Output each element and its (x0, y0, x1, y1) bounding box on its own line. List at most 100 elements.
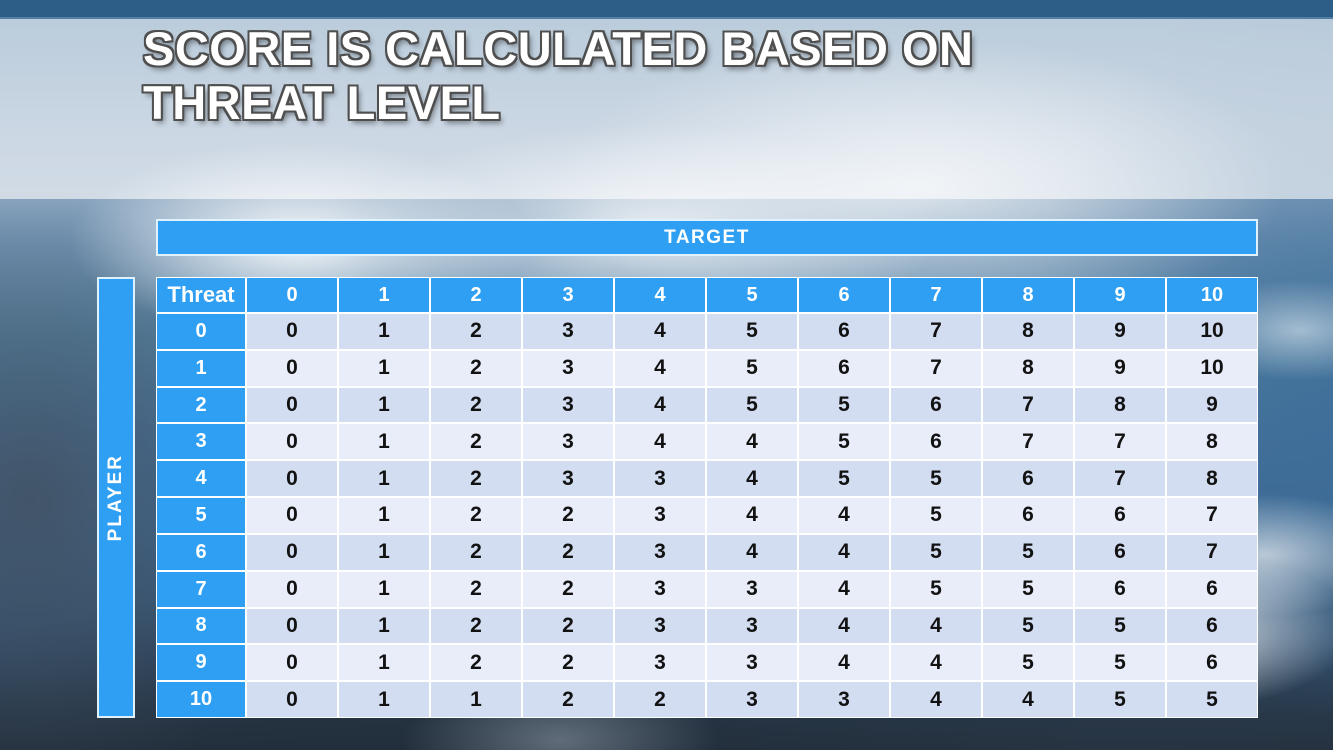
score-cell-r0-c5: 5 (707, 314, 797, 349)
score-cell-r3-c1: 1 (339, 424, 429, 460)
score-cell-r2-c3: 3 (523, 387, 613, 423)
score-cell-r1-c7: 7 (891, 350, 981, 386)
score-cell-r0-c3: 3 (523, 314, 613, 349)
score-cell-r6-c10: 7 (1167, 534, 1257, 570)
score-cell-r9-c4: 3 (615, 645, 705, 681)
score-cell-r5-c4: 3 (615, 498, 705, 533)
score-cell-r7-c0: 0 (247, 571, 337, 607)
score-cell-r10-c8: 4 (983, 682, 1073, 717)
score-cell-r6-c8: 5 (983, 534, 1073, 570)
score-cell-r3-c9: 7 (1075, 424, 1165, 460)
top-accent-bar (0, 0, 1333, 17)
score-cell-r1-c9: 9 (1075, 350, 1165, 386)
score-cell-r6-c0: 0 (247, 534, 337, 570)
score-cell-r10-c1: 1 (339, 682, 429, 717)
score-cell-r1-c3: 3 (523, 350, 613, 386)
score-cell-r1-c4: 4 (615, 350, 705, 386)
score-cell-r8-c2: 2 (431, 608, 521, 644)
target-axis-header: TARGET (156, 219, 1258, 256)
column-header-0: 0 (247, 278, 337, 312)
score-cell-r4-c5: 4 (707, 461, 797, 497)
row-header-0: 0 (157, 314, 245, 349)
row-header-8: 8 (157, 608, 245, 644)
score-cell-r10-c10: 5 (1167, 682, 1257, 717)
score-cell-r3-c2: 2 (431, 424, 521, 460)
score-cell-r6-c9: 6 (1075, 534, 1165, 570)
score-cell-r1-c1: 1 (339, 350, 429, 386)
score-cell-r7-c1: 1 (339, 571, 429, 607)
score-cell-r10-c3: 2 (523, 682, 613, 717)
score-cell-r4-c10: 8 (1167, 461, 1257, 497)
score-cell-r1-c5: 5 (707, 350, 797, 386)
score-cell-r4-c0: 0 (247, 461, 337, 497)
score-cell-r8-c3: 2 (523, 608, 613, 644)
score-cell-r5-c0: 0 (247, 498, 337, 533)
score-cell-r10-c6: 3 (799, 682, 889, 717)
score-cell-r7-c5: 3 (707, 571, 797, 607)
score-cell-r4-c6: 5 (799, 461, 889, 497)
score-cell-r9-c1: 1 (339, 645, 429, 681)
score-cell-r2-c2: 2 (431, 387, 521, 423)
score-cell-r0-c10: 10 (1167, 314, 1257, 349)
score-cell-r5-c7: 5 (891, 498, 981, 533)
score-cell-r7-c8: 5 (983, 571, 1073, 607)
corner-header-threat: Threat (157, 278, 245, 312)
score-cell-r9-c6: 4 (799, 645, 889, 681)
score-cell-r3-c5: 4 (707, 424, 797, 460)
row-header-3: 3 (157, 424, 245, 460)
score-cell-r5-c9: 6 (1075, 498, 1165, 533)
score-cell-r0-c1: 1 (339, 314, 429, 349)
score-cell-r3-c3: 3 (523, 424, 613, 460)
score-cell-r8-c7: 4 (891, 608, 981, 644)
score-cell-r6-c7: 5 (891, 534, 981, 570)
slide-title-line1: SCORE IS CALCULATED BASED ON (143, 22, 974, 75)
score-cell-r3-c10: 8 (1167, 424, 1257, 460)
score-cell-r4-c2: 2 (431, 461, 521, 497)
column-header-2: 2 (431, 278, 521, 312)
row-header-9: 9 (157, 645, 245, 681)
score-cell-r7-c10: 6 (1167, 571, 1257, 607)
score-cell-r10-c2: 1 (431, 682, 521, 717)
score-cell-r9-c5: 3 (707, 645, 797, 681)
score-cell-r10-c0: 0 (247, 682, 337, 717)
score-cell-r0-c8: 8 (983, 314, 1073, 349)
score-cell-r1-c6: 6 (799, 350, 889, 386)
score-cell-r6-c4: 3 (615, 534, 705, 570)
score-cell-r7-c6: 4 (799, 571, 889, 607)
score-cell-r6-c5: 4 (707, 534, 797, 570)
row-header-7: 7 (157, 571, 245, 607)
score-cell-r0-c6: 6 (799, 314, 889, 349)
row-header-1: 1 (157, 350, 245, 386)
score-cell-r0-c4: 4 (615, 314, 705, 349)
score-cell-r3-c0: 0 (247, 424, 337, 460)
score-cell-r3-c7: 6 (891, 424, 981, 460)
score-matrix-table: Threat 0 1 2 3 4 5 6 7 8 9 10 0 0 1 2 3 4 5 6 7 8 9 10 1 0 1 2 3 4 5 6 7… (156, 277, 1258, 718)
score-cell-r10-c9: 5 (1075, 682, 1165, 717)
score-cell-r10-c5: 3 (707, 682, 797, 717)
score-cell-r4-c1: 1 (339, 461, 429, 497)
score-cell-r9-c10: 6 (1167, 645, 1257, 681)
column-header-9: 9 (1075, 278, 1165, 312)
row-header-6: 6 (157, 534, 245, 570)
score-cell-r8-c10: 6 (1167, 608, 1257, 644)
score-cell-r2-c1: 1 (339, 387, 429, 423)
target-axis-label: TARGET (664, 226, 750, 248)
score-cell-r9-c2: 2 (431, 645, 521, 681)
score-cell-r4-c9: 7 (1075, 461, 1165, 497)
row-header-2: 2 (157, 387, 245, 423)
row-header-10: 10 (157, 682, 245, 717)
score-cell-r1-c0: 0 (247, 350, 337, 386)
score-cell-r7-c2: 2 (431, 571, 521, 607)
slide-title-line2: THREAT LEVEL (143, 76, 501, 129)
score-cell-r4-c7: 5 (891, 461, 981, 497)
score-cell-r4-c3: 3 (523, 461, 613, 497)
score-cell-r9-c9: 5 (1075, 645, 1165, 681)
score-cell-r3-c8: 7 (983, 424, 1073, 460)
score-cell-r0-c9: 9 (1075, 314, 1165, 349)
score-cell-r9-c8: 5 (983, 645, 1073, 681)
score-cell-r9-c0: 0 (247, 645, 337, 681)
score-cell-r1-c8: 8 (983, 350, 1073, 386)
score-cell-r4-c4: 3 (615, 461, 705, 497)
title-band: SCORE IS CALCULATED BASED ON THREAT LEVEL (0, 19, 1333, 199)
score-cell-r7-c7: 5 (891, 571, 981, 607)
